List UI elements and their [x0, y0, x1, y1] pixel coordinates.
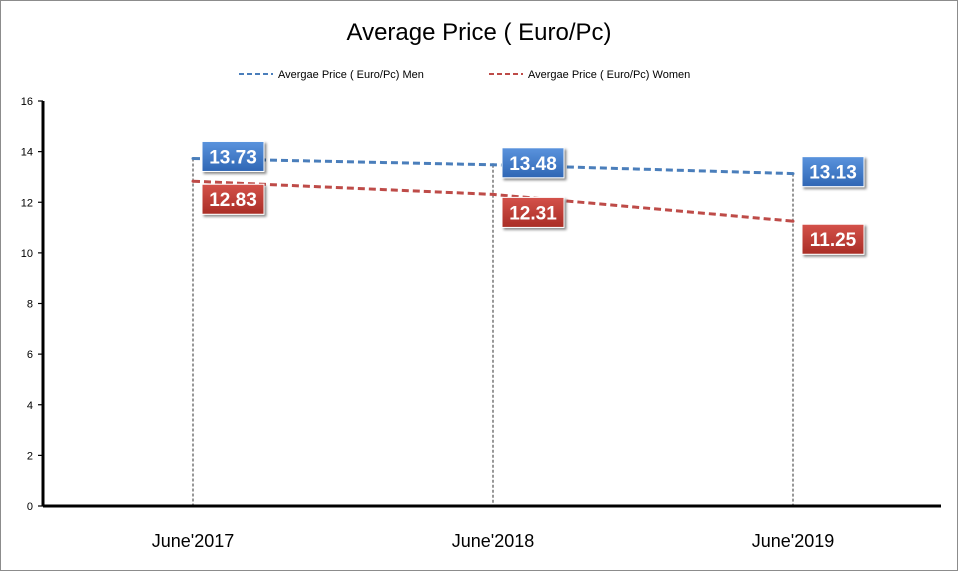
y-tick-label: 4 [27, 400, 33, 412]
x-axis: June'2017 June'2018 June'2019 [43, 504, 941, 551]
data-labels: 13.73 13.48 13.13 12.83 12.31 11.25 [201, 140, 865, 255]
chart-title: Average Price ( Euro/Pc) [347, 19, 612, 46]
data-label-men: 13.48 [501, 147, 565, 179]
data-label-box [801, 156, 865, 188]
data-point [191, 156, 195, 160]
data-point [491, 163, 495, 167]
data-label-box [501, 147, 565, 179]
data-label-box [501, 196, 565, 228]
data-label-box [201, 183, 265, 215]
data-label-women: 11.25 [801, 223, 865, 255]
y-tick-label: 10 [21, 248, 33, 260]
data-point [191, 179, 195, 183]
legend-label-men: Avergae Price ( Euro/Pc) Men [278, 69, 424, 81]
data-label-text: 11.25 [810, 230, 857, 251]
x-tick-label: June'2018 [452, 531, 535, 551]
y-tick-label: 2 [27, 450, 33, 462]
data-label-text: 12.83 [209, 190, 257, 211]
chart-legend: Avergae Price ( Euro/Pc) Men Avergae Pric… [239, 69, 690, 81]
data-label-text: 13.48 [509, 154, 557, 175]
data-label-box [801, 223, 865, 255]
data-label-women: 12.83 [201, 183, 265, 215]
y-tick-label: 0 [27, 501, 33, 513]
data-label-text: 12.31 [509, 203, 557, 224]
data-point [791, 172, 795, 176]
drop-lines [192, 158, 794, 506]
data-point [791, 219, 795, 223]
data-point [491, 192, 495, 196]
data-label-men: 13.13 [801, 156, 865, 188]
data-label-box [201, 140, 265, 172]
data-label-text: 13.13 [809, 163, 857, 184]
data-label-text: 13.73 [209, 147, 257, 168]
x-tick-label: June'2017 [152, 531, 235, 551]
legend-label-women: Avergae Price ( Euro/Pc) Women [528, 69, 690, 81]
y-tick-label: 16 [21, 96, 33, 108]
data-label-men: 13.73 [201, 140, 265, 172]
y-tick-label: 12 [21, 197, 33, 209]
y-axis: 0 2 4 6 8 10 12 14 16 [21, 96, 45, 513]
series-layer [191, 156, 795, 223]
data-label-women: 12.31 [501, 196, 565, 228]
y-tick-label: 6 [27, 349, 33, 361]
x-tick-label: June'2019 [752, 531, 835, 551]
y-tick-label: 8 [27, 299, 33, 311]
y-tick-label: 14 [21, 147, 33, 159]
